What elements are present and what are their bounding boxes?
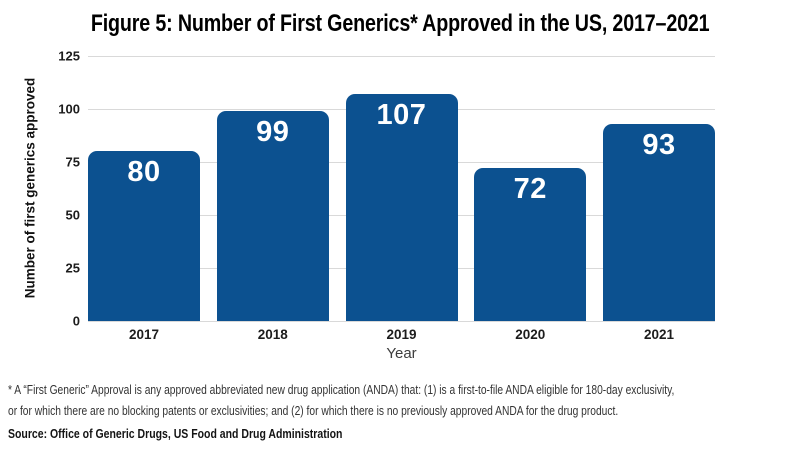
footnote: * A “First Generic” Approval is any appr…: [8, 381, 800, 422]
y-tick-label-0: 0: [72, 313, 80, 329]
bar-2020: 72: [474, 168, 587, 321]
bar-value-label-2019: 107: [376, 99, 427, 132]
bar-value-label-2018: 99: [256, 116, 290, 149]
bar-value-label-2017: 80: [127, 156, 161, 189]
x-axis-title: Year: [88, 345, 715, 362]
x-tick-label-2017: 2017: [128, 327, 160, 342]
chart-title-text: Figure 5: Number of First Generics* Appr…: [90, 10, 710, 37]
bar-2019: 107: [345, 94, 458, 321]
y-tick-label-125: 125: [58, 48, 80, 64]
bars: 80 99 107 72 93: [88, 56, 715, 321]
x-tick-label-2021: 2021: [643, 327, 675, 342]
source-note: Source: Office of Generic Drugs, US Food…: [8, 425, 406, 443]
gridline-125: [88, 55, 715, 57]
chart-title: Figure 5: Number of First Generics* Appr…: [0, 10, 800, 38]
bar-2017: 80: [88, 151, 200, 321]
gridline-0: [88, 320, 715, 322]
footnote-line-2: or for which there are no blocking paten…: [8, 403, 619, 418]
y-tick-label-50: 50: [65, 207, 80, 223]
bar-value-label-2020: 72: [513, 173, 547, 206]
x-tick-label-2018: 2018: [257, 327, 288, 342]
x-tick-label-2020: 2020: [515, 327, 546, 342]
footnote-line-1: * A “First Generic” Approval is any appr…: [8, 383, 675, 397]
x-axis-ticks: 2017 2018 2019 2020 2021: [88, 327, 715, 342]
bar-value-label-2021: 93: [642, 128, 676, 161]
bar-2021: 93: [603, 123, 715, 321]
x-tick-label-2019: 2019: [386, 327, 417, 342]
y-tick-label-25: 25: [65, 260, 80, 276]
source-note-text: Source: Office of Generic Drugs, US Food…: [8, 427, 343, 441]
y-axis-ticks: 0 25 50 75 100 125: [0, 49, 80, 329]
y-tick-label-75: 75: [65, 154, 80, 170]
bar-2018: 99: [216, 111, 329, 321]
x-axis-title-text: Year: [386, 345, 417, 362]
y-tick-label-100: 100: [58, 101, 80, 117]
plot-area: 80 99 107 72 93: [88, 55, 715, 322]
